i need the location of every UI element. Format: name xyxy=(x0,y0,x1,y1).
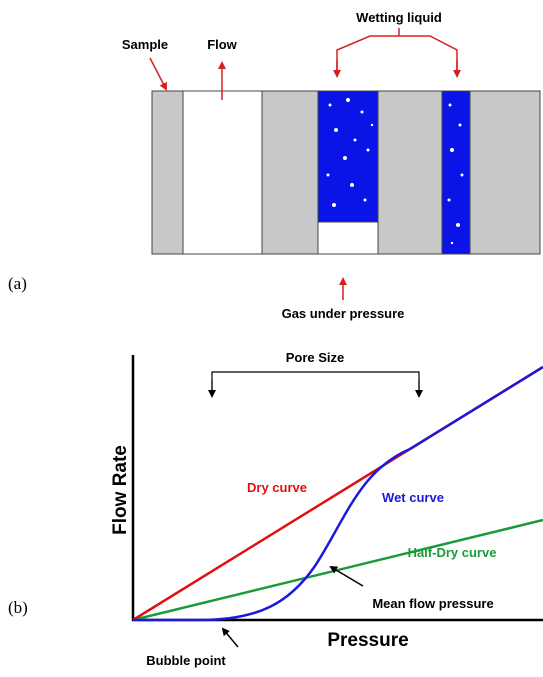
pore-size-label: Pore Size xyxy=(286,350,345,365)
arrows-b xyxy=(221,565,364,648)
wet-curve xyxy=(133,365,543,622)
sample-block xyxy=(151,90,541,255)
dry-label: Dry curve xyxy=(247,480,307,495)
sample-label: Sample xyxy=(122,37,168,52)
gas-label: Gas under pressure xyxy=(282,306,405,321)
pore-bracket xyxy=(208,371,423,398)
arrows-a xyxy=(149,28,461,300)
wetting-label: Wetting liquid xyxy=(356,10,442,25)
wet-label: Wet curve xyxy=(382,490,444,505)
panel-label: (a) xyxy=(8,274,27,293)
x-axis-title: Pressure xyxy=(327,630,408,651)
half-dry-label: Half-Dry curve xyxy=(408,545,497,560)
y-axis-title: Flow Rate xyxy=(110,445,131,535)
bubble-point-label: Bubble point xyxy=(146,653,226,668)
axes xyxy=(131,355,543,622)
panel-label: (b) xyxy=(8,598,28,617)
flow-label: Flow xyxy=(207,37,237,52)
mean-flow-label: Mean flow pressure xyxy=(372,596,493,611)
